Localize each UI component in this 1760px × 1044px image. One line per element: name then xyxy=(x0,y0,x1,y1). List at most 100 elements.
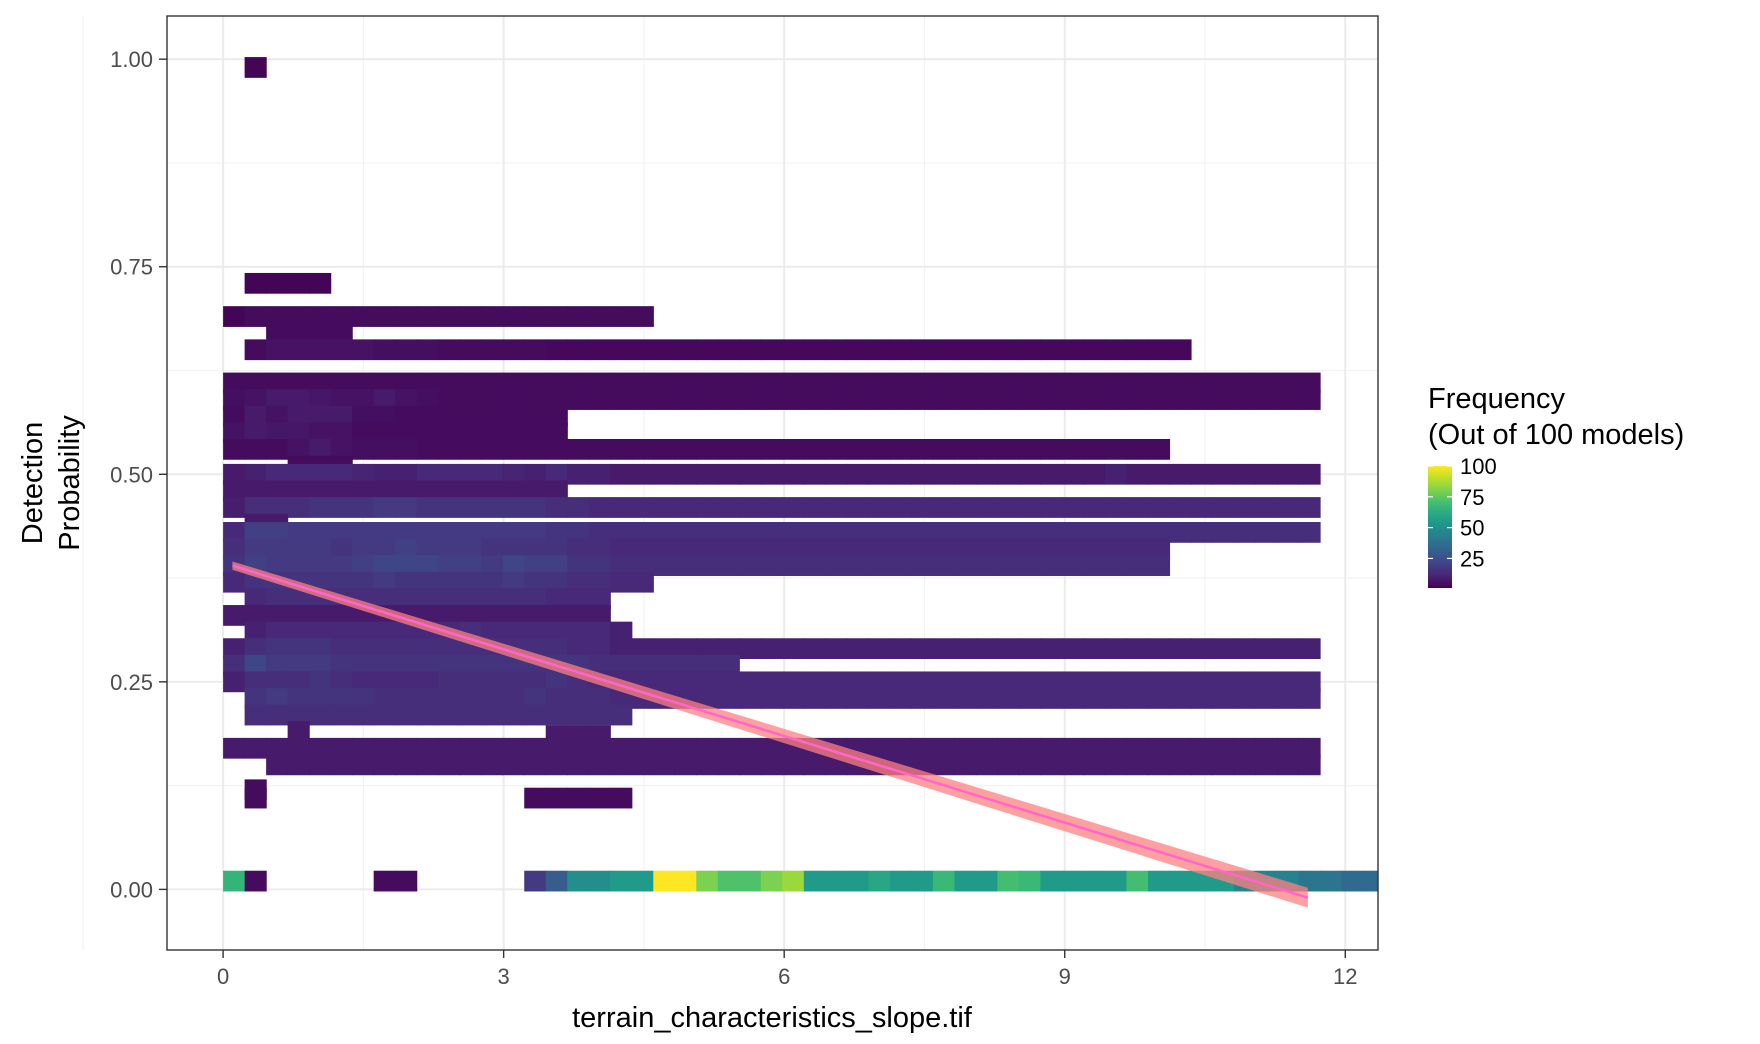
heatmap-tile xyxy=(1083,438,1106,460)
heatmap-tile xyxy=(653,339,676,361)
heatmap-tile xyxy=(567,497,590,518)
heatmap-tile xyxy=(1083,389,1106,410)
heatmap-tile xyxy=(524,671,547,693)
heatmap-tile xyxy=(287,538,310,560)
heatmap-tile xyxy=(588,372,611,394)
x-tick-label: 12 xyxy=(1333,964,1357,989)
heatmap-tile xyxy=(373,870,396,892)
heatmap-tile xyxy=(1083,737,1106,759)
heatmap-tile xyxy=(911,737,934,759)
heatmap-tile xyxy=(459,555,482,576)
heatmap-tile xyxy=(309,463,332,485)
heatmap-tiles xyxy=(223,57,1378,892)
heatmap-tile xyxy=(567,339,590,361)
heatmap-tile xyxy=(696,737,719,759)
heatmap-tile xyxy=(330,671,353,693)
heatmap-tile xyxy=(438,497,461,518)
heatmap-tile xyxy=(244,704,267,726)
heatmap-tile xyxy=(782,339,805,361)
heatmap-tile xyxy=(459,405,482,427)
heatmap-tile xyxy=(567,605,590,626)
heatmap-tile xyxy=(1018,389,1042,410)
heatmap-tile xyxy=(932,389,955,410)
heatmap-tile xyxy=(975,870,998,892)
heatmap-tile xyxy=(997,737,1020,759)
heatmap-tile xyxy=(954,522,977,543)
heatmap-tile xyxy=(309,638,332,660)
heatmap-tile xyxy=(352,754,375,776)
heatmap-tile xyxy=(610,522,633,543)
heatmap-tile xyxy=(760,339,783,361)
heatmap-tile xyxy=(545,638,568,660)
heatmap-tile xyxy=(1040,754,1063,776)
heatmap-tile xyxy=(395,737,418,759)
heatmap-tile xyxy=(760,737,783,759)
heatmap-tile xyxy=(825,339,848,361)
heatmap-tile xyxy=(631,737,654,759)
heatmap-tile xyxy=(1169,638,1192,660)
heatmap-tile xyxy=(1040,737,1063,759)
heatmap-tile xyxy=(760,389,783,410)
heatmap-tile xyxy=(244,737,267,759)
heatmap-tile xyxy=(373,571,396,593)
heatmap-tile xyxy=(1104,463,1128,485)
heatmap-tile xyxy=(309,654,332,676)
heatmap-tile xyxy=(674,463,697,485)
heatmap-tile xyxy=(782,870,805,892)
heatmap-tile xyxy=(954,638,977,660)
heatmap-tile xyxy=(1147,538,1171,560)
heatmap-tile xyxy=(1212,372,1235,394)
heatmap-tile xyxy=(997,870,1020,892)
heatmap-tile xyxy=(760,870,783,892)
heatmap-tile xyxy=(739,538,762,560)
heatmap-tile xyxy=(1147,438,1171,460)
heatmap-tile xyxy=(932,463,955,485)
heatmap-tile xyxy=(610,438,633,460)
heatmap-tile xyxy=(1147,497,1171,518)
heatmap-tile xyxy=(610,555,633,576)
heatmap-tile xyxy=(782,522,805,543)
heatmap-tile xyxy=(1169,522,1192,543)
heatmap-tile xyxy=(373,538,396,560)
heatmap-tile xyxy=(438,688,461,709)
heatmap-tile xyxy=(244,654,267,676)
heatmap-tile xyxy=(1190,638,1214,660)
heatmap-tile xyxy=(502,621,525,643)
heatmap-tile xyxy=(825,522,848,543)
heatmap-tile xyxy=(1061,638,1085,660)
heatmap-tile xyxy=(803,339,826,361)
heatmap-tile xyxy=(610,463,633,485)
heatmap-tile xyxy=(932,638,955,660)
heatmap-tile xyxy=(1190,372,1214,394)
heatmap-tile xyxy=(1212,737,1235,759)
heatmap-tile xyxy=(631,463,654,485)
heatmap-tile xyxy=(545,605,568,626)
heatmap-tile xyxy=(610,638,633,660)
heatmap-tile xyxy=(373,422,396,444)
heatmap-tile xyxy=(1147,688,1171,709)
heatmap-tile xyxy=(567,621,590,643)
heatmap-tile xyxy=(395,704,418,726)
heatmap-tile xyxy=(330,405,353,427)
heatmap-tile xyxy=(1104,671,1128,693)
heatmap-tile xyxy=(330,438,353,460)
heatmap-tile xyxy=(416,704,439,726)
heatmap-tile xyxy=(459,438,482,460)
heatmap-tile xyxy=(1104,754,1128,776)
heatmap-tile xyxy=(1018,737,1042,759)
heatmap-tile xyxy=(889,372,912,394)
heatmap-tile xyxy=(782,372,805,394)
heatmap-tile xyxy=(674,538,697,560)
heatmap-tile xyxy=(975,389,998,410)
heatmap-tile xyxy=(223,522,246,543)
heatmap-tile xyxy=(567,389,590,410)
heatmap-tile xyxy=(223,372,246,394)
heatmap-tile xyxy=(739,522,762,543)
heatmap-tile xyxy=(481,405,504,427)
heatmap-tile xyxy=(696,339,719,361)
heatmap-tile xyxy=(481,704,504,726)
heatmap-tile xyxy=(1018,522,1042,543)
heatmap-tile xyxy=(395,538,418,560)
heatmap-tile xyxy=(352,389,375,410)
heatmap-tile xyxy=(1104,438,1128,460)
